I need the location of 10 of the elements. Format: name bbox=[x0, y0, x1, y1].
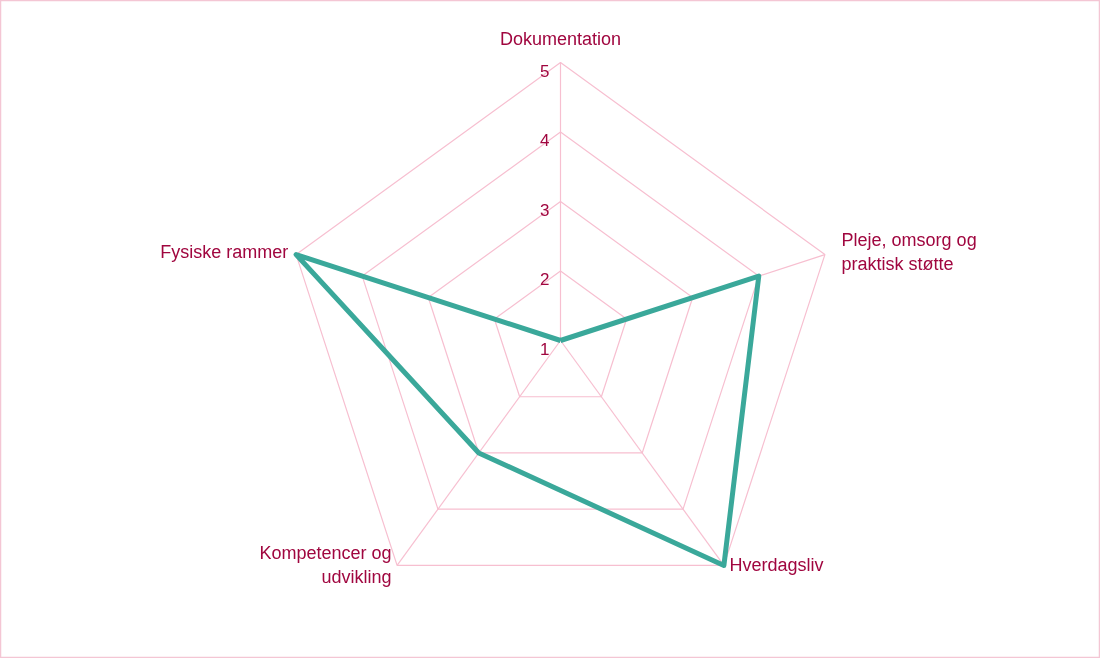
spoke-label: Kompetencer og udvikling bbox=[259, 543, 392, 588]
spoke-label: Fysiske rammer bbox=[160, 242, 289, 263]
y-tick-label: 1 bbox=[539, 339, 550, 359]
spoke-label: Hverdagsliv bbox=[729, 555, 824, 576]
spoke-label: Dokumentation bbox=[499, 28, 622, 49]
spoke-label: Pleje, omsorg og praktisk støtte bbox=[841, 230, 977, 275]
y-tick-label: 2 bbox=[539, 270, 550, 290]
y-tick-label: 4 bbox=[539, 131, 550, 151]
y-tick-label: 3 bbox=[539, 200, 550, 220]
y-tick-label: 5 bbox=[539, 61, 550, 81]
